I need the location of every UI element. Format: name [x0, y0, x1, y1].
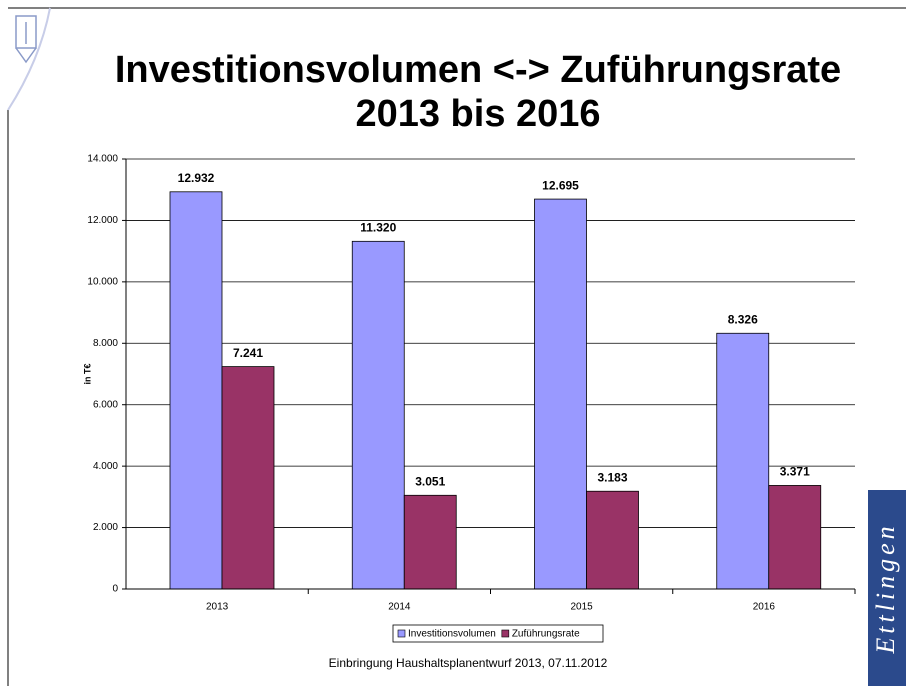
- bar: [351, 240, 405, 590]
- value-label: 11.320: [360, 220, 396, 234]
- y-tick-label: 6.000: [93, 399, 118, 410]
- bar: [586, 490, 639, 590]
- brand: Ettlingen: [871, 522, 900, 654]
- brand-box: [868, 490, 906, 686]
- footer: Einbringung Haushaltsplanentwurf 2013, 0…: [329, 656, 608, 670]
- value-label: 12.695: [542, 178, 579, 192]
- value-label: 3.183: [597, 470, 627, 484]
- legend-label: Investitionsvolumen: [408, 629, 496, 640]
- bar: [716, 332, 770, 590]
- y-tick-label: 0: [112, 584, 118, 595]
- y-tick-label: 10.000: [87, 276, 118, 287]
- value-label: 3.371: [780, 465, 810, 479]
- y-tick-label: 2.000: [93, 522, 118, 533]
- logo-arc: [7, 7, 51, 111]
- y-tick-label: 8.000: [93, 338, 118, 349]
- bar: [221, 366, 275, 590]
- bar: [169, 191, 223, 590]
- x-tick-label: 2014: [388, 602, 411, 613]
- chart-title: Investitionsvolumen <-> Zuführungsrate: [115, 49, 841, 91]
- bar: [534, 198, 587, 590]
- legend-swatch: [397, 629, 406, 638]
- value-label: 8.326: [728, 312, 758, 326]
- y-tick-label: 12.000: [87, 215, 118, 226]
- legend-box: [392, 624, 604, 643]
- x-tick-label: 2015: [571, 602, 594, 613]
- bar: [768, 485, 822, 590]
- logo: [15, 15, 37, 64]
- legend-label: Zuführungsrate: [512, 629, 580, 640]
- value-label: 12.932: [178, 171, 215, 185]
- y-tick-label: 14.000: [87, 154, 118, 165]
- y-axis-label: in T€: [82, 363, 92, 384]
- legend-swatch: [501, 629, 510, 638]
- x-tick-label: 2016: [753, 602, 776, 613]
- value-label: 3.051: [415, 474, 445, 488]
- y-tick-label: 4.000: [93, 461, 118, 472]
- value-label: 7.241: [233, 346, 263, 360]
- x-tick-label: 2013: [206, 602, 229, 613]
- chart-title: 2013 bis 2016: [355, 93, 600, 135]
- bar: [403, 494, 457, 590]
